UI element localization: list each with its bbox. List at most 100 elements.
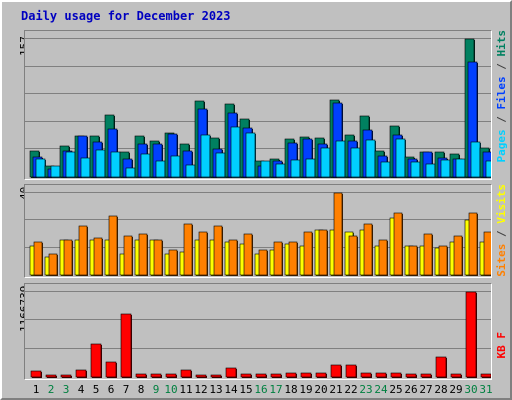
- kbf-bar-day-22: [345, 364, 357, 378]
- sites-label-part: /: [495, 223, 508, 244]
- sites-bar-day-22: [348, 235, 358, 276]
- pages-bar-day-15: [245, 132, 256, 178]
- sites-bar-day-20: [318, 229, 328, 276]
- kbf-bar-day-10: [165, 373, 177, 378]
- kbf-bar-day-21: [330, 364, 342, 378]
- sites-bar-day-6: [108, 215, 118, 276]
- pages-bar-day-29: [455, 158, 466, 178]
- hits-panel: [24, 30, 492, 180]
- x-tick-label: 31: [479, 383, 493, 396]
- x-tick-label: 15: [239, 383, 253, 396]
- pages-bar-day-28: [440, 159, 451, 178]
- kbf-bar-day-16: [255, 373, 267, 378]
- kbf-bar-day-6: [105, 361, 117, 378]
- sites-bar-day-31: [483, 231, 491, 276]
- kbf-bar-day-26: [405, 373, 417, 378]
- sites-bar-day-28: [438, 245, 448, 276]
- kbf-bar-day-14: [225, 367, 237, 378]
- pages-bar-day-4: [80, 157, 91, 178]
- sites-bar-day-18: [288, 241, 298, 276]
- x-tick-label: 30: [464, 383, 478, 396]
- pages-bar-day-7: [125, 167, 136, 178]
- sites-bar-day-26: [408, 245, 418, 276]
- x-tick-label: 22: [344, 383, 358, 396]
- sites-panel: [24, 184, 492, 278]
- sites-bar-day-10: [168, 249, 178, 276]
- hits-label-part: Files: [495, 76, 508, 110]
- sites-bar-day-30: [468, 212, 478, 276]
- x-tick-label: 9: [152, 383, 160, 396]
- sites-bar-day-16: [258, 249, 268, 276]
- sites-bar-day-1: [33, 241, 43, 276]
- pages-bar-day-23: [365, 139, 376, 178]
- kbf-bar-day-24: [375, 372, 387, 378]
- x-tick-label: 21: [329, 383, 343, 396]
- x-tick-label: 17: [269, 383, 283, 396]
- sites-bar-day-11: [183, 223, 193, 276]
- x-tick-label: 2: [47, 383, 55, 396]
- x-tick-label: 5: [92, 383, 100, 396]
- sites-bar-day-19: [303, 231, 313, 276]
- x-axis: 1 2 3 4 5 6 7 8 9 10 11 12 13 14 15 16 17 18 19 20 21 22 23 24 2…: [24, 383, 493, 397]
- sites-bar-day-23: [363, 223, 373, 276]
- sites-bar-day-12: [198, 231, 208, 276]
- kbf-bar-day-17: [270, 373, 282, 378]
- hits-label-part: /: [495, 56, 508, 77]
- pages-bar-day-30: [470, 141, 481, 178]
- sites-bar-day-3: [63, 239, 73, 276]
- kbf-bar-day-29: [450, 373, 462, 378]
- pages-bar-day-24: [380, 161, 391, 178]
- pages-bar-day-27: [425, 163, 436, 178]
- pages-bar-day-19: [305, 158, 316, 178]
- kbf-bar-day-1: [30, 370, 42, 378]
- kbf-bar-day-11: [180, 369, 192, 378]
- pages-bar-day-5: [95, 149, 106, 178]
- pages-bar-day-12: [200, 134, 211, 178]
- sites-bar-day-5: [93, 237, 103, 276]
- kbf-series-label: KB F: [495, 332, 509, 359]
- x-tick-label: 10: [164, 383, 178, 396]
- x-tick-label: 16: [254, 383, 268, 396]
- sites-label-part: Sites: [495, 243, 508, 277]
- sites-bar-day-4: [78, 225, 88, 276]
- kbf-label-part: KB F: [495, 332, 508, 359]
- x-tick-label: 20: [314, 383, 328, 396]
- pages-bar-day-14: [230, 126, 241, 178]
- sites-bar-day-14: [228, 239, 238, 276]
- hits-label-part: Hits: [495, 30, 508, 57]
- pages-bar-day-26: [410, 161, 421, 178]
- hits-chart: [25, 38, 491, 178]
- sites-bar-day-8: [138, 233, 148, 276]
- kbf-chart: [25, 291, 491, 378]
- x-tick-label: 25: [389, 383, 403, 396]
- sites-bar-day-13: [213, 225, 223, 276]
- sites-bar-day-17: [273, 241, 283, 276]
- pages-bar-day-13: [215, 152, 226, 178]
- kbf-bar-day-5: [90, 343, 102, 378]
- x-tick-label: 18: [284, 383, 298, 396]
- kbf-bar-day-23: [360, 372, 372, 378]
- pages-bar-day-1: [35, 158, 46, 178]
- kbf-bar-day-12: [195, 374, 207, 378]
- sites-label-part: Visits: [495, 184, 508, 224]
- kbf-bar-day-28: [435, 356, 447, 378]
- kbf-bar-day-8: [135, 373, 147, 378]
- pages-bar-day-31: [485, 160, 491, 178]
- kbf-bar-day-18: [285, 372, 297, 378]
- hits-series-label: Pages / Files / Hits: [495, 30, 509, 163]
- pages-bar-day-10: [170, 155, 181, 178]
- x-tick-label: 3: [62, 383, 70, 396]
- x-tick-label: 19: [299, 383, 313, 396]
- x-tick-label: 7: [122, 383, 130, 396]
- sites-bar-day-24: [378, 239, 388, 276]
- x-tick-label: 23: [359, 383, 373, 396]
- pages-bar-day-11: [185, 164, 196, 178]
- x-tick-label: 14: [224, 383, 238, 396]
- sites-bar-day-27: [423, 233, 433, 276]
- kbf-bar-day-19: [300, 372, 312, 378]
- x-tick-label: 11: [179, 383, 193, 396]
- kbf-bar-day-27: [420, 373, 432, 378]
- kbf-panel: [24, 283, 492, 380]
- sites-bar-day-9: [153, 239, 163, 276]
